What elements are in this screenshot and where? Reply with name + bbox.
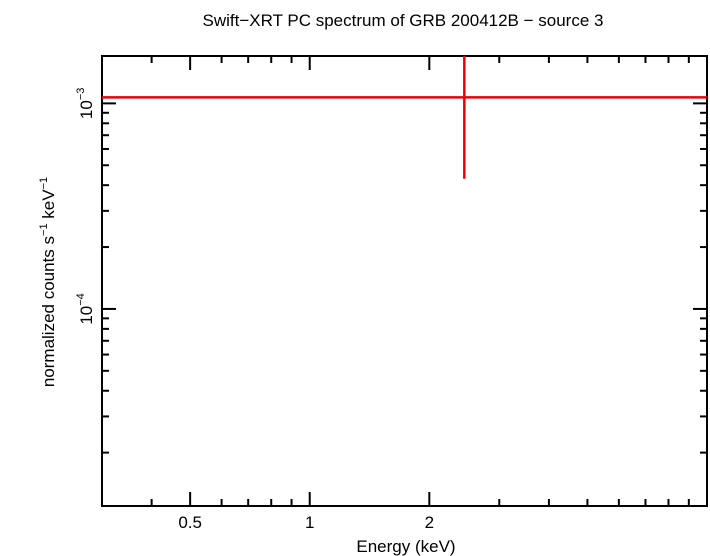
x-axis-label: Energy (keV) <box>356 537 455 556</box>
axis-ticks <box>102 56 707 506</box>
chart-title: Swift−XRT PC spectrum of GRB 200412B − s… <box>203 11 604 30</box>
y-tick-label: 10−3 <box>75 88 96 119</box>
x-tick-label: 1 <box>305 513 314 532</box>
y-tick-label-base: 10 <box>77 306 96 325</box>
x-tick-labels: 0.5 1 2 <box>178 513 434 532</box>
data-marks <box>102 56 707 179</box>
y-tick-label-base: 10 <box>77 100 96 119</box>
y-axis-label: normalized counts s−1 keV−1 <box>38 177 58 387</box>
y-tick-label-exp: −3 <box>75 88 87 101</box>
y-tick-label-exp: −4 <box>75 293 87 306</box>
x-tick-label: 2 <box>425 513 434 532</box>
y-tick-label: 10−4 <box>75 293 96 324</box>
x-tick-label: 0.5 <box>178 513 202 532</box>
plot-area <box>101 55 708 507</box>
y-axis-label-exp2: −1 <box>38 177 50 190</box>
y-axis-label-main: normalized counts s <box>39 236 58 387</box>
y-axis-label-exp1: −1 <box>38 223 50 236</box>
plot-frame <box>101 55 708 507</box>
y-tick-labels: 10−410−3 <box>75 88 96 325</box>
y-axis-label-unit: keV <box>39 189 58 224</box>
